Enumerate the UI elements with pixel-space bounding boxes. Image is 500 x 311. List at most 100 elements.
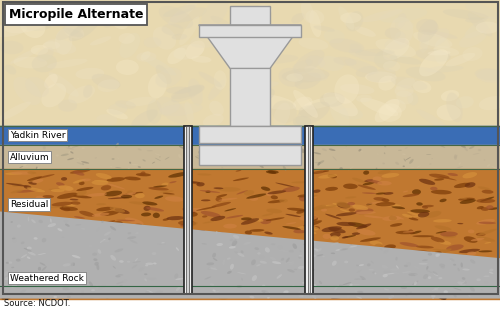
Ellipse shape [266,217,284,221]
Ellipse shape [463,266,480,272]
Ellipse shape [338,289,359,298]
Ellipse shape [16,189,38,193]
Ellipse shape [344,145,347,146]
Ellipse shape [298,38,328,50]
Ellipse shape [340,167,343,170]
Ellipse shape [382,173,400,178]
Ellipse shape [86,283,89,284]
Ellipse shape [96,207,114,211]
Ellipse shape [62,278,66,281]
Ellipse shape [103,290,112,295]
Ellipse shape [14,57,48,68]
Ellipse shape [383,61,400,72]
Ellipse shape [198,230,207,233]
Ellipse shape [264,232,272,234]
Ellipse shape [27,246,48,252]
Ellipse shape [11,171,32,175]
Ellipse shape [293,50,324,75]
Ellipse shape [302,282,306,284]
Ellipse shape [101,185,112,190]
Ellipse shape [336,244,349,246]
Ellipse shape [462,287,484,289]
Ellipse shape [50,206,62,208]
Ellipse shape [456,166,463,169]
Ellipse shape [332,260,347,264]
Ellipse shape [412,235,434,237]
Ellipse shape [234,261,241,263]
Ellipse shape [232,239,236,243]
Ellipse shape [101,221,106,225]
Bar [199,145,301,165]
Ellipse shape [446,53,476,67]
Ellipse shape [376,39,416,57]
Ellipse shape [256,70,266,79]
Ellipse shape [82,270,87,274]
Ellipse shape [20,11,46,38]
Ellipse shape [27,247,32,250]
Ellipse shape [475,68,500,81]
Ellipse shape [54,281,61,286]
Ellipse shape [378,76,396,91]
Ellipse shape [250,94,296,110]
Ellipse shape [368,275,376,279]
Ellipse shape [144,273,148,275]
Ellipse shape [142,202,158,206]
Ellipse shape [280,286,299,290]
Ellipse shape [12,240,23,245]
Ellipse shape [196,182,204,186]
Ellipse shape [398,20,413,30]
Ellipse shape [206,191,211,193]
Ellipse shape [70,199,78,200]
Ellipse shape [286,258,290,262]
Ellipse shape [82,164,84,165]
Ellipse shape [96,114,117,125]
Ellipse shape [153,262,167,267]
Ellipse shape [400,242,418,247]
Ellipse shape [146,277,156,280]
Ellipse shape [432,295,436,297]
Ellipse shape [96,203,106,205]
Ellipse shape [148,187,169,191]
Ellipse shape [454,183,470,188]
Ellipse shape [480,207,489,211]
Ellipse shape [223,164,230,166]
Ellipse shape [372,176,382,181]
Ellipse shape [431,190,452,194]
Ellipse shape [434,288,452,295]
Ellipse shape [140,51,150,60]
Ellipse shape [294,72,328,81]
Ellipse shape [446,92,462,122]
Ellipse shape [450,260,452,262]
Ellipse shape [416,19,438,35]
Ellipse shape [150,229,160,230]
Ellipse shape [28,260,34,262]
Ellipse shape [440,266,445,269]
Ellipse shape [322,234,331,239]
Ellipse shape [434,288,438,290]
Bar [186,126,188,294]
Ellipse shape [163,5,196,17]
Ellipse shape [76,68,104,79]
Ellipse shape [76,162,84,165]
Ellipse shape [402,271,411,273]
Ellipse shape [206,291,214,295]
Ellipse shape [244,242,251,245]
Ellipse shape [319,281,322,284]
Ellipse shape [390,55,422,65]
Ellipse shape [396,231,415,234]
Ellipse shape [230,274,237,276]
Ellipse shape [316,248,322,252]
Ellipse shape [238,282,260,288]
Ellipse shape [113,266,132,271]
Ellipse shape [339,285,343,287]
Ellipse shape [342,236,348,239]
Ellipse shape [16,18,52,31]
Ellipse shape [298,105,317,117]
Ellipse shape [269,241,287,246]
Ellipse shape [306,151,308,153]
Ellipse shape [104,231,111,236]
Ellipse shape [293,97,312,110]
Ellipse shape [377,181,392,185]
Ellipse shape [122,192,144,196]
Ellipse shape [270,256,274,258]
